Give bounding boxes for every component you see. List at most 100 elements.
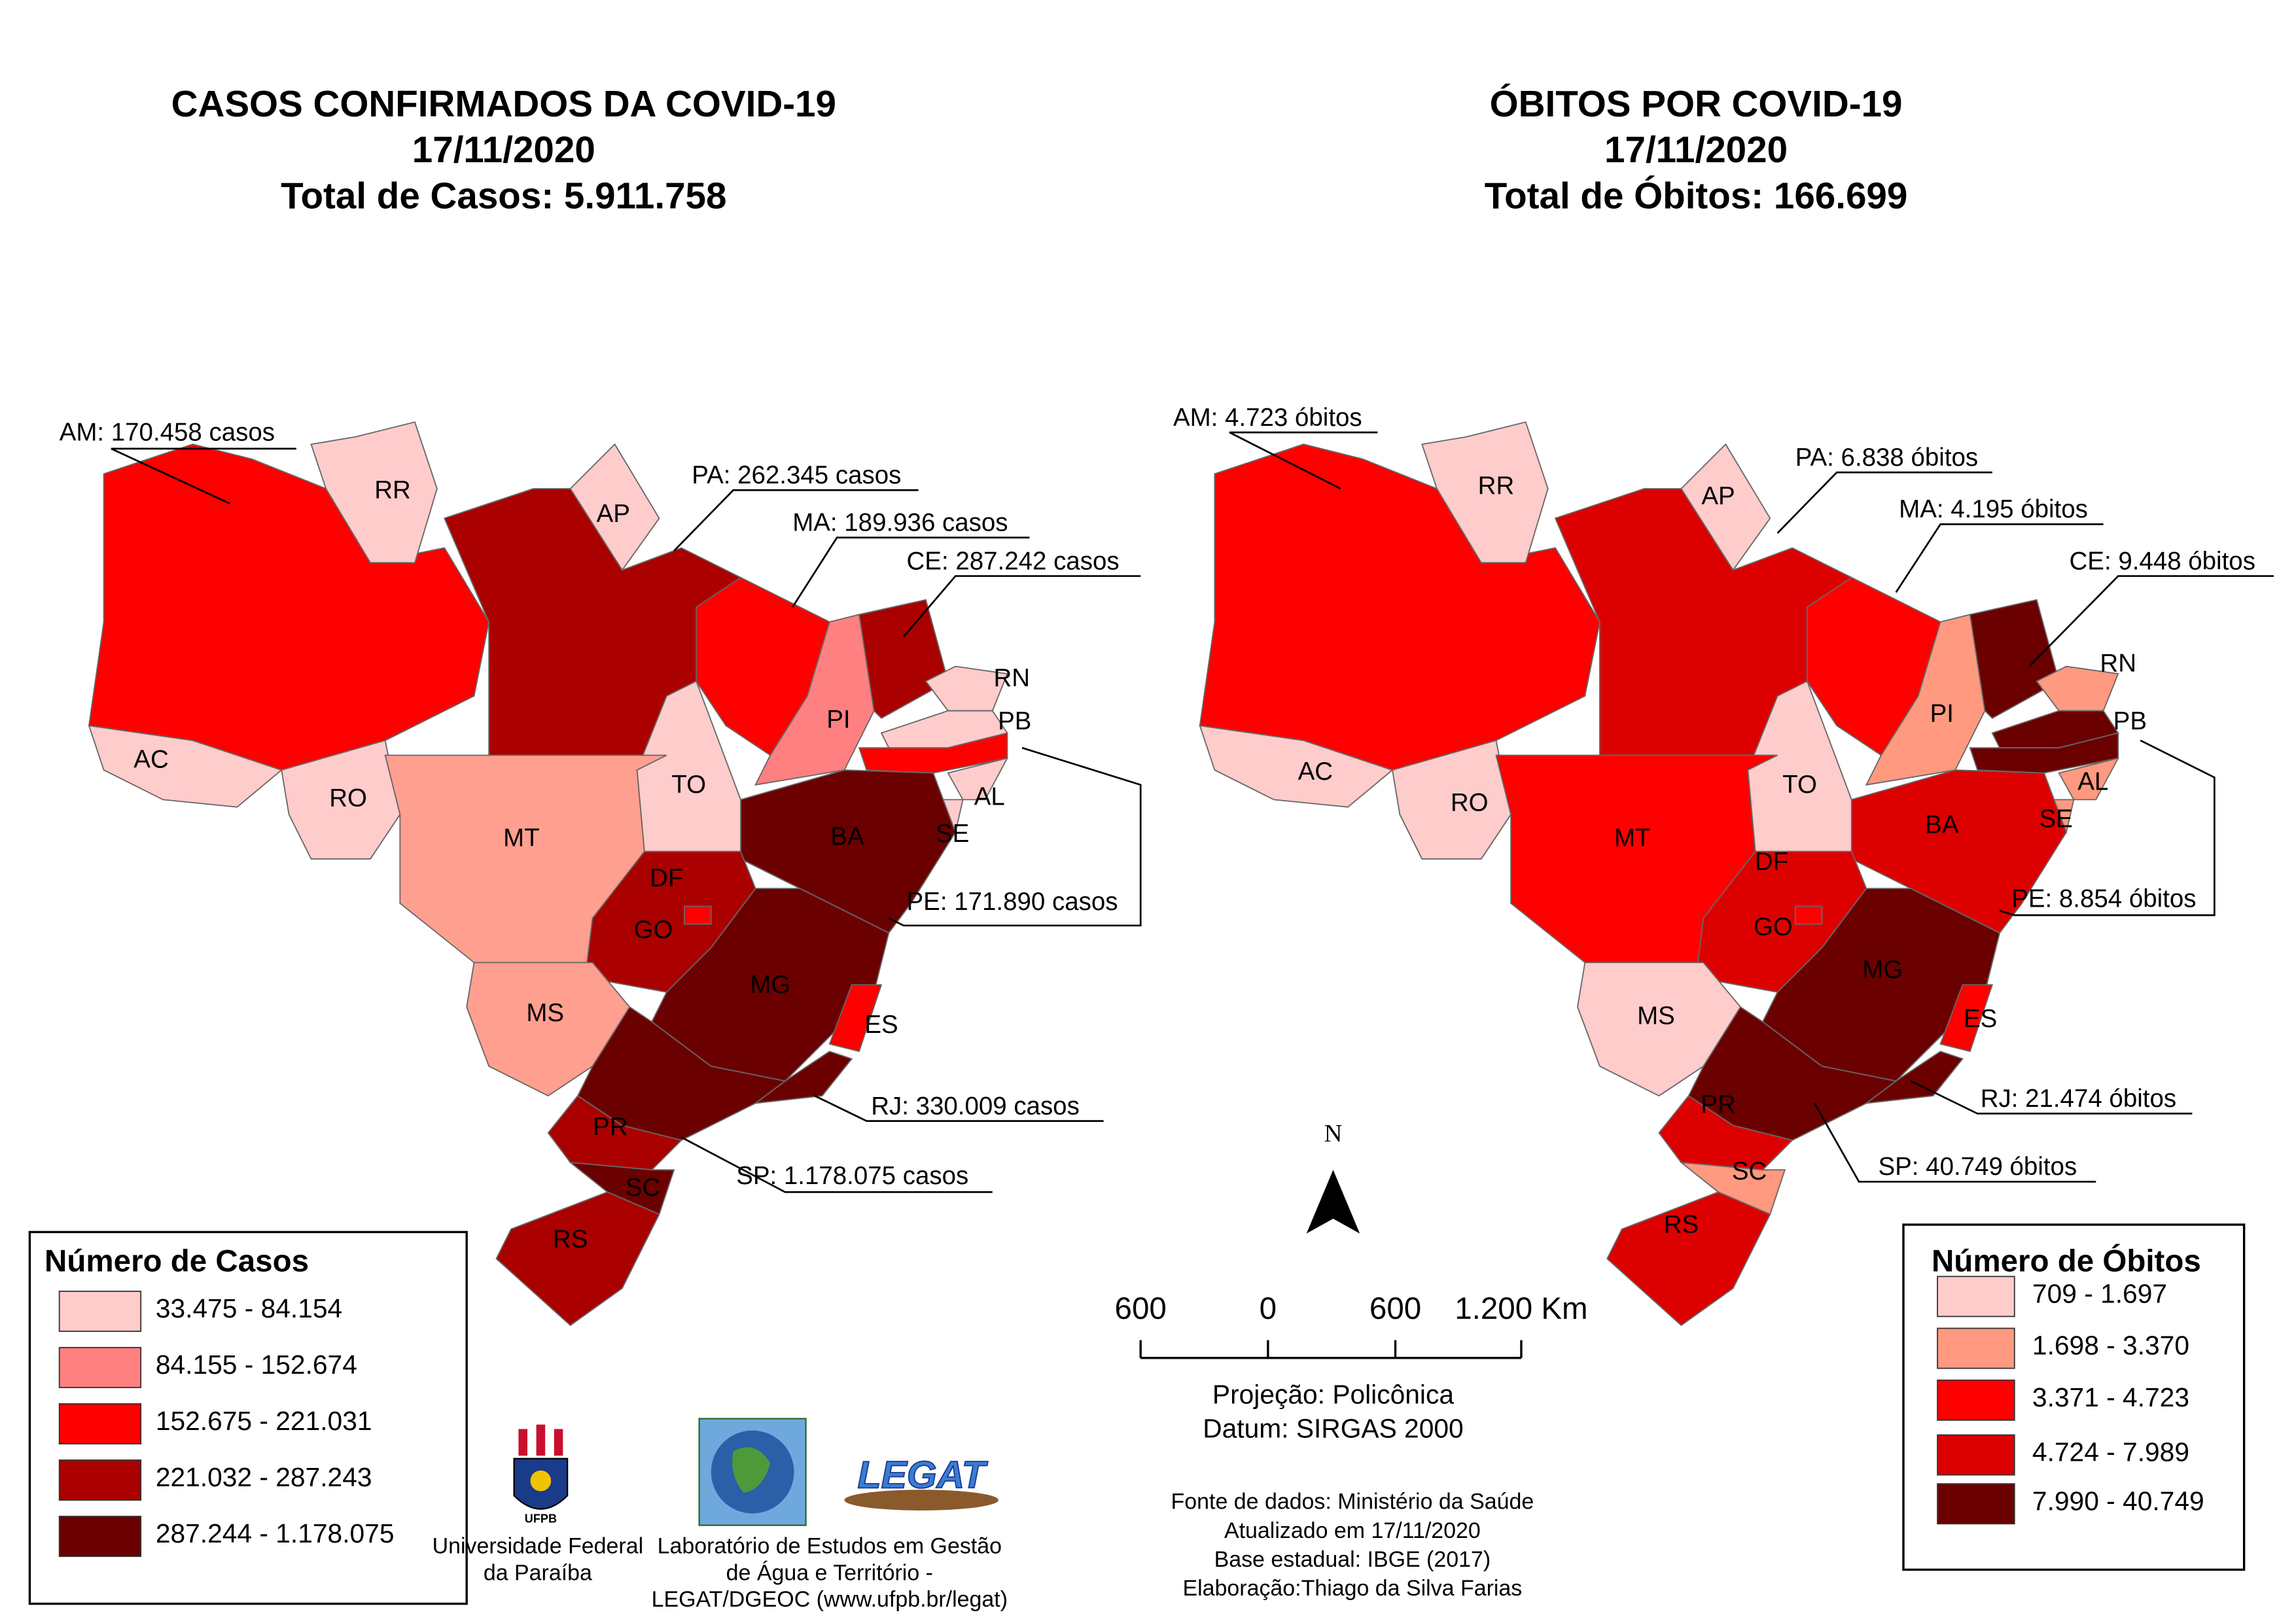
legat-logo bbox=[698, 1418, 998, 1526]
leader-line bbox=[814, 1094, 1104, 1122]
annotation: CE: 287.242 casos bbox=[907, 547, 1120, 575]
leader-line bbox=[1813, 1102, 2096, 1183]
legend-title: Número de Casos bbox=[44, 1244, 309, 1278]
leader-line bbox=[902, 575, 1141, 638]
state bbox=[1850, 769, 2067, 934]
legend-swatch bbox=[58, 1291, 142, 1332]
legat-caption: LEGAT/DGEOC (www.ufpb.br/legat) bbox=[652, 1587, 1008, 1612]
state bbox=[310, 421, 438, 564]
legend-label: 221.032 - 287.243 bbox=[156, 1462, 372, 1492]
leader-line bbox=[888, 746, 1142, 927]
state bbox=[1679, 1161, 1786, 1215]
state-label: PI bbox=[826, 706, 850, 734]
north-arrow bbox=[1306, 1170, 1360, 1234]
state-label: AL bbox=[974, 782, 1005, 811]
state bbox=[568, 1161, 675, 1215]
map-title: CASOS CONFIRMADOS DA COVID-19 bbox=[171, 83, 836, 124]
state bbox=[1761, 888, 2001, 1082]
state-label: AC bbox=[133, 746, 168, 774]
state-label: MS bbox=[526, 999, 564, 1027]
state-label: SC bbox=[1732, 1157, 1767, 1185]
state-label: PI bbox=[1930, 700, 1954, 728]
map-title: ÓBITOS POR COVID-19 bbox=[1490, 83, 1903, 124]
state-label: SC bbox=[626, 1174, 660, 1202]
ufpb-logo bbox=[513, 1424, 569, 1510]
state-label: RO bbox=[329, 784, 367, 812]
state bbox=[1199, 444, 1600, 771]
leader-line bbox=[1776, 471, 1992, 534]
state bbox=[754, 614, 875, 786]
projection: Projeção: Policônica bbox=[1212, 1379, 1454, 1409]
state bbox=[740, 769, 957, 934]
legat-caption: de Água e Território - bbox=[726, 1560, 933, 1585]
scale-bar bbox=[1139, 1340, 1523, 1359]
state-label: PB bbox=[2113, 707, 2147, 735]
state-label: DF bbox=[1755, 848, 1788, 876]
legend-swatch bbox=[58, 1516, 142, 1558]
legend-label: 33.475 - 84.154 bbox=[156, 1293, 342, 1323]
annotation: AM: 170.458 casos bbox=[60, 418, 275, 446]
state bbox=[1794, 905, 1823, 925]
state bbox=[828, 984, 883, 1053]
state bbox=[576, 1006, 787, 1141]
legend-swatch bbox=[1937, 1327, 2015, 1369]
legend-label: 287.244 - 1.178.075 bbox=[156, 1518, 395, 1548]
state bbox=[684, 905, 712, 925]
state-label: MT bbox=[503, 824, 540, 852]
legend-label: 1.698 - 3.370 bbox=[2032, 1331, 2189, 1361]
state-label: SE bbox=[2039, 805, 2072, 833]
leader-line bbox=[1910, 1080, 2193, 1115]
state-label: BA bbox=[1925, 811, 1959, 839]
state bbox=[281, 739, 401, 860]
state bbox=[858, 599, 949, 720]
leader-line bbox=[1229, 431, 1378, 490]
state bbox=[1577, 962, 1742, 1097]
state-label: GO bbox=[1754, 913, 1793, 941]
legend-label: 4.724 - 7.989 bbox=[2032, 1437, 2189, 1467]
state-label: BA bbox=[830, 822, 864, 850]
scale-label: 600 bbox=[1115, 1291, 1167, 1326]
state bbox=[651, 888, 890, 1082]
state-label: RO bbox=[1451, 788, 1489, 816]
state-label: MG bbox=[1862, 956, 1903, 984]
annotation: AM: 4.723 óbitos bbox=[1173, 404, 1362, 432]
leader-line bbox=[1999, 739, 2216, 916]
annotation: PE: 8.854 óbitos bbox=[2011, 884, 2196, 913]
annotation: PA: 262.345 casos bbox=[692, 461, 901, 489]
north-label: N bbox=[1324, 1120, 1343, 1147]
map-title: 17/11/2020 bbox=[412, 129, 595, 170]
leader-line bbox=[1895, 523, 2104, 593]
legat-caption: Laboratório de Estudos em Gestão bbox=[658, 1534, 1002, 1559]
state-label: RN bbox=[2100, 650, 2136, 678]
ufpb-caption: da Paraíba bbox=[484, 1560, 592, 1585]
state bbox=[1969, 599, 2060, 720]
scale-label: 1.200 Km bbox=[1455, 1291, 1587, 1326]
state-label: RR bbox=[1478, 472, 1515, 500]
legend-swatch bbox=[1937, 1483, 2015, 1525]
state-label: MT bbox=[1614, 824, 1651, 852]
state-label: GO bbox=[633, 916, 673, 944]
legend-label: 7.990 - 40.749 bbox=[2032, 1486, 2204, 1516]
legend-swatch bbox=[58, 1347, 142, 1388]
state-label: TO bbox=[1782, 771, 1817, 799]
legat-logo-text: LEGAT bbox=[858, 1454, 989, 1497]
state-label: PB bbox=[998, 707, 1031, 735]
legend-label: 152.675 - 221.031 bbox=[156, 1406, 372, 1436]
state-label: DF bbox=[650, 864, 683, 892]
annotation: RJ: 330.009 casos bbox=[871, 1092, 1080, 1120]
state bbox=[1606, 1191, 1771, 1327]
legend-label: 84.155 - 152.674 bbox=[156, 1350, 357, 1380]
state bbox=[1421, 421, 1549, 564]
state-label: SE bbox=[936, 820, 969, 848]
map-title: 17/11/2020 bbox=[1604, 129, 1788, 170]
state-label: ES bbox=[1964, 1005, 1997, 1033]
state bbox=[1939, 984, 1994, 1053]
state bbox=[495, 1191, 660, 1327]
legend-swatch bbox=[1937, 1379, 2015, 1421]
annotation: PA: 6.838 óbitos bbox=[1795, 444, 1978, 472]
state-label: AP bbox=[1701, 482, 1735, 510]
ufpb-logo-text: UFPB bbox=[525, 1512, 557, 1525]
source: Fonte de dados: Ministério da Saúde bbox=[1171, 1490, 1534, 1514]
legend-label: 3.371 - 4.723 bbox=[2032, 1382, 2189, 1412]
